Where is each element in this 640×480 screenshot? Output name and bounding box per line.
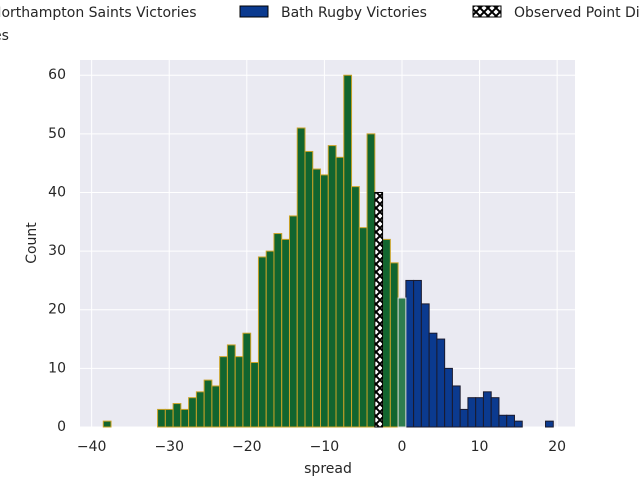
bar	[242, 332, 252, 428]
bar	[382, 238, 391, 428]
legend-swatch	[472, 5, 502, 18]
x-tick-label: −40	[77, 439, 107, 455]
bar	[157, 408, 166, 428]
bar	[459, 408, 469, 428]
legend-label: Observed Point Difference	[514, 5, 640, 21]
bar	[195, 391, 205, 428]
bar	[304, 150, 314, 428]
bar	[312, 168, 322, 428]
x-tick-label: −30	[154, 439, 184, 455]
y-tick-label: 0	[57, 419, 66, 435]
bar	[343, 74, 353, 428]
bar	[219, 356, 228, 428]
bar	[320, 174, 329, 428]
bar	[203, 379, 213, 428]
x-axis-label: spread	[304, 461, 352, 477]
bar	[226, 344, 236, 428]
y-axis-label: Count	[24, 222, 40, 264]
bar	[257, 256, 267, 428]
bar	[490, 397, 500, 428]
bar	[281, 238, 290, 428]
x-tick-label: −10	[310, 439, 340, 455]
bar	[102, 420, 112, 428]
bar	[180, 408, 190, 428]
bar	[288, 215, 298, 428]
bar	[397, 297, 407, 428]
bar	[327, 145, 337, 428]
legend-swatch	[239, 5, 269, 18]
bar	[413, 279, 422, 428]
x-tick-label: 10	[471, 439, 489, 455]
x-tick-label: 20	[548, 439, 566, 455]
bar	[545, 420, 554, 428]
bar	[428, 332, 438, 428]
bar	[164, 408, 174, 428]
bar	[351, 186, 360, 428]
bar	[265, 250, 275, 428]
bar	[467, 397, 477, 428]
bar	[405, 279, 415, 428]
bar	[436, 338, 446, 428]
bar	[250, 362, 259, 428]
bar	[273, 233, 283, 428]
bar	[513, 420, 523, 428]
x-tick-label: 0	[398, 439, 407, 455]
bar	[188, 397, 197, 428]
bar	[444, 367, 453, 428]
y-tick-label: 40	[48, 184, 66, 200]
legend-label: Bath Rugby Victories	[281, 5, 427, 21]
y-tick-label: 50	[48, 126, 66, 142]
bar	[451, 385, 461, 428]
bar	[389, 262, 399, 428]
y-tick-label: 20	[48, 302, 66, 318]
bar	[475, 397, 484, 428]
bar	[358, 227, 368, 428]
bar	[366, 133, 376, 428]
bar	[506, 414, 515, 428]
y-tick-label: 30	[48, 243, 66, 259]
legend-label: Northampton Saints Victories	[0, 5, 197, 21]
bar	[482, 391, 492, 428]
bar	[234, 356, 244, 428]
bar	[420, 303, 430, 428]
bar	[296, 127, 306, 428]
bar	[172, 403, 182, 428]
bar	[335, 156, 345, 428]
y-tick-label: 10	[48, 360, 66, 376]
bar	[211, 385, 221, 428]
y-tick-label: 60	[48, 67, 66, 83]
bar	[374, 191, 384, 428]
x-tick-label: −20	[232, 439, 262, 455]
legend-label: Ties	[0, 28, 9, 44]
bar	[498, 414, 508, 428]
